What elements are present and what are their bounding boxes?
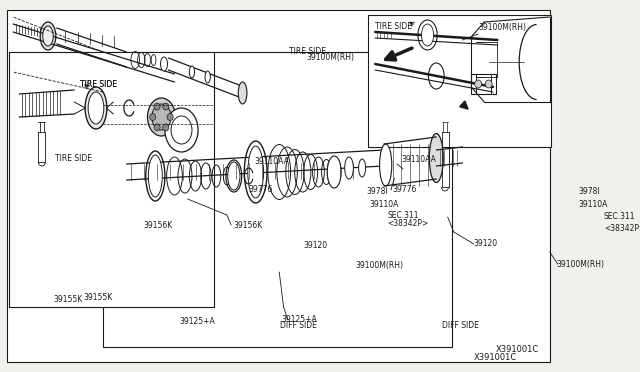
Text: 39156K: 39156K: [143, 221, 173, 230]
Ellipse shape: [85, 87, 107, 129]
Ellipse shape: [244, 141, 267, 203]
Ellipse shape: [418, 20, 437, 50]
Text: TIRE SIDE: TIRE SIDE: [375, 22, 412, 31]
Circle shape: [167, 113, 173, 121]
Ellipse shape: [171, 116, 192, 144]
Bar: [9, 52, 214, 307]
Text: 3978I: 3978I: [367, 187, 388, 196]
Text: <38342P>: <38342P>: [604, 224, 640, 232]
Ellipse shape: [345, 157, 353, 179]
Ellipse shape: [88, 92, 104, 124]
Ellipse shape: [189, 66, 195, 78]
Ellipse shape: [146, 151, 165, 201]
Bar: [368, 15, 552, 147]
Text: <38342P>: <38342P>: [387, 219, 428, 228]
Ellipse shape: [165, 108, 198, 152]
Text: 39125+A: 39125+A: [180, 317, 216, 326]
Text: 39100M(RH): 39100M(RH): [306, 53, 354, 62]
Ellipse shape: [161, 57, 168, 71]
Ellipse shape: [238, 82, 247, 104]
Text: 39110A: 39110A: [579, 199, 608, 208]
Ellipse shape: [43, 26, 53, 46]
Text: X391001C: X391001C: [495, 346, 539, 355]
Ellipse shape: [147, 98, 175, 136]
Ellipse shape: [327, 156, 341, 188]
Ellipse shape: [358, 159, 365, 177]
Ellipse shape: [40, 22, 56, 50]
Circle shape: [485, 80, 492, 88]
Text: DIFF SIDE: DIFF SIDE: [280, 321, 317, 330]
Circle shape: [154, 124, 160, 131]
Ellipse shape: [148, 155, 163, 197]
Text: 39776: 39776: [393, 185, 417, 193]
Ellipse shape: [428, 63, 444, 89]
Text: 39125+A: 39125+A: [282, 315, 317, 324]
Ellipse shape: [152, 104, 171, 130]
Text: 39155K: 39155K: [53, 295, 83, 304]
Circle shape: [150, 113, 156, 121]
Text: 39156K: 39156K: [233, 221, 262, 230]
Text: TIRE SIDE: TIRE SIDE: [289, 47, 326, 56]
Ellipse shape: [429, 134, 444, 183]
Text: TIRE SIDE: TIRE SIDE: [55, 154, 92, 163]
Text: SEC.311: SEC.311: [387, 211, 419, 220]
Text: TIRE SIDE: TIRE SIDE: [80, 80, 117, 89]
Text: 39100M(RH): 39100M(RH): [478, 22, 526, 32]
Circle shape: [154, 103, 160, 110]
Text: 3978I: 3978I: [579, 186, 600, 196]
Text: 39110A: 39110A: [369, 200, 399, 209]
Ellipse shape: [380, 144, 392, 186]
Text: 39155K: 39155K: [84, 294, 113, 302]
Text: 39100M(RH): 39100M(RH): [557, 260, 605, 269]
Circle shape: [163, 124, 169, 131]
Text: 39120: 39120: [474, 240, 498, 248]
Ellipse shape: [205, 71, 211, 83]
Text: 39110AA: 39110AA: [401, 154, 436, 164]
Bar: [103, 52, 452, 347]
Circle shape: [475, 80, 482, 88]
Text: X391001C: X391001C: [474, 353, 517, 362]
Text: DIFF SIDE: DIFF SIDE: [442, 321, 479, 330]
Text: 39110AA: 39110AA: [255, 157, 289, 166]
Text: SEC.311: SEC.311: [604, 212, 636, 221]
Ellipse shape: [422, 24, 434, 46]
Text: 39100M(RH): 39100M(RH): [355, 262, 403, 270]
Circle shape: [163, 103, 169, 110]
Text: 39120: 39120: [303, 241, 328, 250]
Ellipse shape: [248, 146, 264, 198]
Text: 39776: 39776: [248, 185, 273, 194]
Text: TIRE SIDE: TIRE SIDE: [80, 80, 117, 89]
Bar: [471, 74, 495, 94]
Ellipse shape: [228, 162, 240, 190]
